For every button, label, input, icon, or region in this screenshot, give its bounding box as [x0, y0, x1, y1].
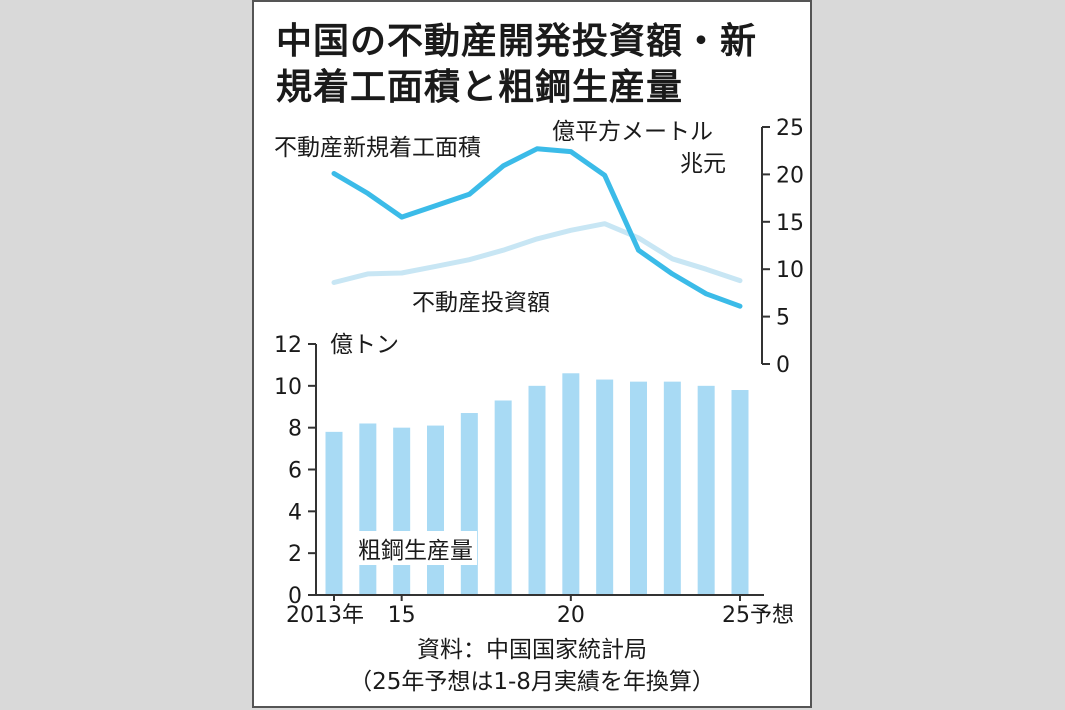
series-line-floor-area-point	[535, 146, 539, 151]
steel-bar	[460, 413, 478, 595]
chart-title-line-2: 規着工面積と粗鋼生産量	[276, 67, 684, 108]
steel-bar	[359, 423, 377, 595]
line-axis-unit-1: 億平方メートル	[552, 119, 713, 145]
series-line-investment	[331, 221, 743, 285]
series-line-floor-area-point	[636, 248, 641, 253]
bar-y-tick-label: 2	[288, 542, 302, 567]
series-line-floor-area-point	[332, 171, 336, 176]
steel-bar	[630, 381, 647, 595]
bar-axis-unit: 億トン	[330, 332, 399, 358]
series-line-floor-area-point	[738, 304, 742, 309]
steel-bar	[562, 373, 580, 595]
series-label-steel: 粗鋼生産量	[354, 531, 477, 565]
steel-bar	[528, 385, 546, 595]
series-line-floor-area-point	[433, 203, 438, 208]
series-line-floor-area-point	[399, 215, 404, 220]
note-text: （25年予想は1-8月実績を年換算）	[349, 669, 715, 695]
series-line-investment-point	[704, 267, 709, 272]
line-y-tick-label: 15	[776, 211, 804, 236]
series-line-floor-area-point	[704, 291, 709, 296]
line-y-tick-label: 25	[776, 116, 804, 141]
x-tick-label: 15	[388, 603, 416, 628]
series-line-investment-point	[738, 278, 742, 283]
steel-bar	[697, 385, 715, 595]
series-label-floor-area: 不動産新規着工面積	[274, 135, 481, 161]
bar-y-tick-label: 6	[288, 459, 302, 484]
chart-panel: 中国の不動産開発投資額・新 規着工面積と粗鋼生産量 0 5 10 15 20 25 0 2 4 6…	[252, 0, 812, 708]
bar-y-tick-label: 12	[274, 333, 302, 358]
chart-title-line-1: 中国の不動産開発投資額・新	[276, 21, 758, 62]
chart-svg: 0 5 10 15 20 25 0 2 4 6 8 10 12 2013年 15 20 25予想	[274, 116, 804, 628]
series-line-investment-point	[501, 248, 506, 253]
series-line-investment-point	[568, 228, 573, 233]
series-line-floor-area-point	[501, 163, 506, 168]
line-y-tick-label: 0	[776, 353, 790, 378]
steel-bar	[596, 379, 614, 595]
series-line-investment-point	[365, 271, 370, 276]
steel-bar	[731, 390, 749, 595]
series-line-investment-point	[670, 256, 675, 261]
steel-bar	[427, 425, 444, 595]
series-line-floor-area-point	[365, 191, 370, 196]
series-line-floor-area-point	[568, 149, 573, 154]
x-tick-label: 25予想	[722, 603, 794, 628]
series-line-investment-point	[467, 257, 472, 262]
series-line-investment-point	[399, 270, 404, 275]
x-tick-label: 2013年	[286, 603, 364, 628]
series-line-investment-point	[636, 235, 641, 240]
series-line-investment-point	[535, 236, 539, 241]
series-label-investment: 不動産投資額	[412, 290, 550, 316]
x-tick-label: 20	[557, 603, 585, 628]
line-y-tick-label: 10	[776, 258, 804, 283]
bar-y-tick-label: 10	[274, 375, 302, 400]
steel-bar	[393, 427, 411, 595]
bar-y-tick-label: 4	[288, 500, 302, 525]
series-line-floor-area-point	[467, 192, 472, 197]
series-line-investment-point	[433, 264, 438, 269]
bar-y-tick-label: 0	[288, 584, 302, 609]
series-line-investment-point	[332, 280, 336, 285]
series-line-investment-point	[602, 221, 607, 226]
series-line-floor-area-point	[670, 271, 675, 276]
series-line-floor-area-point	[602, 173, 607, 178]
steel-bar	[494, 400, 512, 595]
steel-bar	[663, 381, 681, 595]
steel-bar	[325, 431, 343, 595]
bar-y-tick-label: 8	[288, 417, 302, 442]
line-axis-unit-2: 兆元	[680, 151, 726, 177]
line-y-tick-label: 20	[776, 163, 804, 188]
line-y-tick-label: 5	[776, 306, 790, 331]
source-text: 資料：中国国家統計局	[417, 637, 647, 663]
